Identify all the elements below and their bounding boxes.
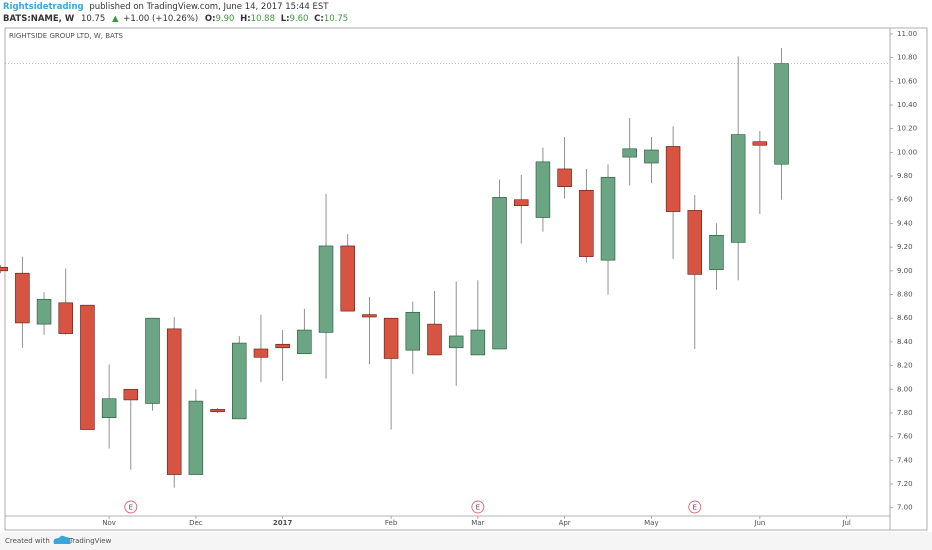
event-label: E bbox=[476, 504, 480, 512]
header-line-1: Rightsidetrading published on TradingVie… bbox=[3, 2, 329, 12]
candle-body bbox=[535, 161, 551, 218]
candle-body bbox=[514, 199, 529, 206]
candle-body bbox=[232, 342, 247, 420]
candle-body bbox=[665, 146, 681, 212]
x-tick-label: Jun bbox=[753, 519, 765, 527]
y-tick-label: 8.80 bbox=[897, 291, 913, 299]
candle-body bbox=[145, 317, 160, 404]
footer-brand[interactable]: TradingView bbox=[68, 537, 112, 545]
x-tick-label: Apr bbox=[559, 519, 571, 527]
o-label: O: bbox=[205, 14, 216, 24]
x-tick-label: May bbox=[644, 519, 658, 527]
footer-logo bbox=[53, 535, 71, 544]
header-line-2: BATS:NAME, W 10.75 ▲ +1.00 (+10.26%) O:9… bbox=[3, 14, 348, 24]
candle-body bbox=[622, 148, 637, 158]
candle-body bbox=[405, 311, 421, 351]
y-tick-label: 9.20 bbox=[897, 243, 913, 251]
candle-body bbox=[448, 335, 464, 349]
candle-body bbox=[210, 409, 225, 413]
y-tick-label: 9.60 bbox=[897, 196, 913, 204]
y-tick-label: 9.00 bbox=[897, 267, 913, 275]
c-value: 10.75 bbox=[324, 14, 348, 24]
y-tick-label: 10.40 bbox=[897, 101, 917, 109]
y-tick-label: 7.00 bbox=[897, 504, 913, 512]
x-tick-label: 2017 bbox=[273, 519, 293, 527]
x-tick-label: Jul bbox=[841, 519, 851, 527]
x-tick-label: Feb bbox=[385, 519, 398, 527]
y-tick-label: 7.60 bbox=[897, 433, 913, 441]
candle-body bbox=[774, 63, 789, 165]
author[interactable]: Rightsidetrading bbox=[3, 2, 84, 12]
published: published on TradingView.com, June 14, 2… bbox=[89, 2, 329, 12]
candle-body bbox=[470, 329, 486, 356]
candle-body bbox=[166, 328, 182, 475]
event-label: E bbox=[129, 504, 133, 512]
candle-body bbox=[101, 398, 117, 418]
y-tick-label: 10.60 bbox=[897, 77, 917, 85]
candle-body bbox=[644, 149, 659, 164]
h-value: 10.88 bbox=[251, 14, 275, 24]
y-tick-label: 7.20 bbox=[897, 480, 913, 488]
o-value: 9.90 bbox=[216, 14, 235, 24]
l-label: L: bbox=[281, 14, 290, 24]
y-tick-label: 9.40 bbox=[897, 219, 913, 227]
symbol: BATS:NAME, W bbox=[3, 14, 75, 24]
candle-body bbox=[253, 348, 269, 358]
y-tick-label: 10.80 bbox=[897, 54, 917, 62]
candle-body bbox=[123, 388, 139, 401]
y-tick-label: 7.40 bbox=[897, 456, 913, 464]
candle-body bbox=[362, 314, 377, 318]
candle-body bbox=[80, 304, 95, 430]
candle-body bbox=[492, 197, 507, 350]
chart-title: RIGHTSIDE GROUP LTD, W, BATS bbox=[9, 32, 124, 40]
candle-body bbox=[383, 317, 399, 359]
h-label: H: bbox=[240, 14, 251, 24]
candle-body bbox=[340, 245, 355, 312]
x-tick-label: Dec bbox=[189, 519, 203, 527]
footer-created: Created with bbox=[5, 537, 50, 545]
candle-body bbox=[275, 343, 290, 349]
change: +1.00 (+10.26%) bbox=[123, 14, 198, 24]
y-tick-label: 10.20 bbox=[897, 125, 917, 133]
footer-bar bbox=[0, 532, 932, 550]
event-marker bbox=[124, 500, 138, 514]
candle-body bbox=[557, 168, 572, 188]
candle-body bbox=[318, 245, 334, 333]
candle-body bbox=[709, 234, 724, 270]
candle-body bbox=[15, 272, 30, 324]
y-tick-label: 8.60 bbox=[897, 314, 913, 322]
y-tick-label: 7.80 bbox=[897, 409, 913, 417]
event-marker bbox=[688, 500, 702, 514]
x-tick-label: Mar bbox=[471, 519, 484, 527]
event-marker bbox=[471, 500, 485, 514]
y-tick-label: 8.40 bbox=[897, 338, 913, 346]
y-tick-label: 9.80 bbox=[897, 172, 913, 180]
candle-body bbox=[188, 400, 204, 475]
candle-body bbox=[297, 329, 312, 355]
frame bbox=[4, 27, 928, 531]
c-label: C: bbox=[314, 14, 324, 24]
candle-body bbox=[0, 266, 8, 272]
candle-body bbox=[752, 141, 768, 146]
last: 10.75 bbox=[81, 14, 105, 24]
candle-body bbox=[600, 176, 616, 261]
candle-body bbox=[579, 189, 594, 257]
y-tick-label: 10.00 bbox=[897, 148, 917, 156]
candle-body bbox=[730, 134, 746, 243]
candle-body bbox=[427, 323, 442, 356]
candle-body bbox=[58, 302, 73, 334]
y-tick-label: 8.20 bbox=[897, 362, 913, 370]
event-label: E bbox=[693, 504, 697, 512]
candle-body bbox=[687, 210, 703, 275]
arrow: ▲ bbox=[112, 14, 119, 24]
y-tick-label: 8.00 bbox=[897, 385, 913, 393]
x-tick-label: Nov bbox=[102, 519, 116, 527]
y-tick-label: 11.00 bbox=[897, 30, 917, 38]
candle-body bbox=[36, 298, 52, 325]
l-value: 9.60 bbox=[290, 14, 309, 24]
